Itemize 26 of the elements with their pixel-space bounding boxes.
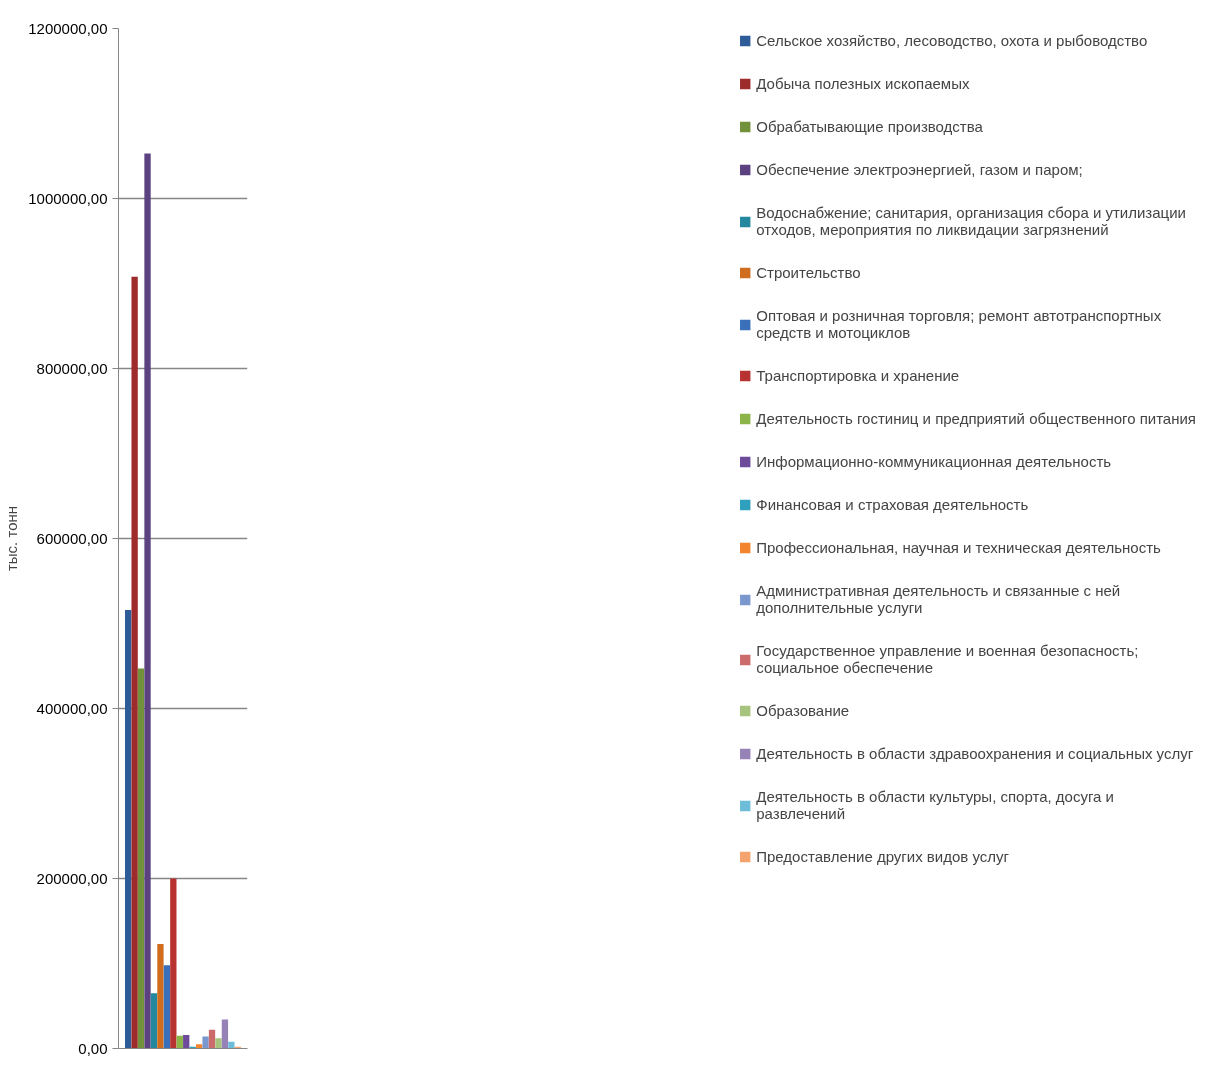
legend-label: Строительство — [756, 264, 861, 281]
y-axis-title: тыс. тонн — [3, 505, 21, 572]
legend-label: Административная деятельность и связанные с ней дополнительные услуги — [756, 582, 1121, 616]
y-tick-label: 1200000,00 — [28, 19, 108, 37]
legend-label: Деятельность в области культуры, спорта, досуга и развлечений — [756, 788, 1114, 822]
y-tick-label: 600000,00 — [36, 529, 108, 547]
legend-label: Обрабатывающие производства — [756, 118, 983, 135]
legend-label: Образование — [756, 702, 850, 719]
legend-label: Деятельность в области здравоохранения и социальных услуг — [756, 745, 1194, 762]
legend-label: Транспортировка и хранение — [756, 367, 960, 384]
y-tick-label: 800000,00 — [36, 359, 108, 377]
legend-label: Финансовая и страховая деятельность — [756, 496, 1029, 513]
legend-label: Водоснабжение; санитария, организация сбора и утилизации отходов, мероприятия по ликвидации загрязнений — [756, 204, 1186, 238]
legend-label: Обеспечение электроэнергией, газом и паром; — [756, 161, 1083, 178]
legend-label: Предоставление других видов услуг — [756, 848, 1009, 865]
legend-label: Профессиональная, научная и техническая деятельность — [756, 539, 1161, 556]
y-tick-label: 400000,00 — [36, 699, 108, 717]
legend-label: Сельское хозяйство, лесоводство, охота и рыбоводство — [756, 32, 1148, 49]
y-tick-label: 200000,00 — [36, 869, 108, 887]
legend-label: Государственное управление и военная безопасность; социальное обеспечение — [756, 642, 1139, 676]
legend-label: Оптовая и розничная торговля; ремонт автотранспортных средств и мотоциклов — [756, 307, 1162, 341]
legend-label: Добыча полезных ископаемых — [756, 75, 970, 92]
y-tick-label: 0,00 — [78, 1039, 108, 1057]
legend-label: Информационно-коммуникационная деятельность — [756, 453, 1112, 470]
legend-label: Деятельность гостиниц и предприятий общественного питания — [756, 410, 1196, 427]
y-tick-label: 1000000,00 — [28, 189, 108, 207]
